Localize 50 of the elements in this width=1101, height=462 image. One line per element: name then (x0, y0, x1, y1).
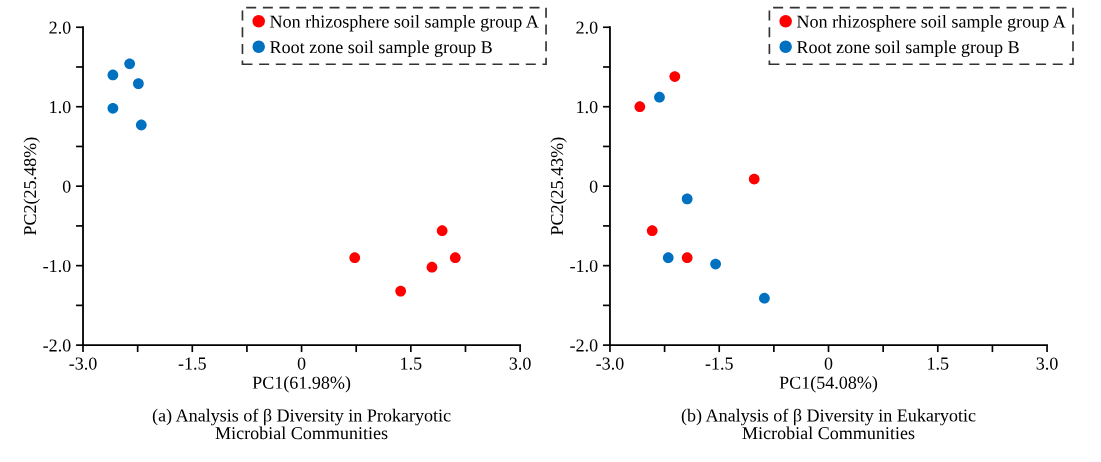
x-tick-label: 3.0 (509, 357, 531, 370)
x-tick-label: 1.5 (401, 357, 422, 370)
x-axis-title: PC1(54.08%) (779, 376, 878, 393)
point (759, 292, 770, 304)
x-tick-label: -1.5 (178, 357, 206, 370)
y-tick-label: 0 (589, 180, 598, 193)
y-tick-label: 0 (62, 180, 71, 193)
point (395, 285, 407, 297)
point (107, 69, 119, 81)
y-tick-label: -1.0 (43, 259, 71, 273)
y-tick-label: 1.0 (50, 100, 71, 114)
point (646, 225, 658, 237)
point (662, 252, 674, 264)
point (681, 252, 693, 264)
x-tick-label: 1.5 (928, 357, 949, 370)
point (135, 119, 147, 131)
y-axis-title: PC2(25.48%) (23, 137, 40, 236)
point (426, 261, 438, 273)
y-tick-label: 2.0 (49, 21, 71, 34)
text: (b) Analysis of β Diversity in Eukaryotic Microbial Communities (681, 408, 976, 440)
x-tick-label: -3.0 (69, 357, 97, 370)
y-tick-label: 2.0 (576, 21, 598, 34)
legend-label: Root zone soil sample group B (270, 40, 492, 57)
y-tick-label: 1.0 (577, 100, 598, 114)
point (133, 78, 144, 90)
point (449, 252, 461, 264)
y-tick-label: -2.0 (570, 339, 598, 352)
x-tick-label: -1.5 (705, 357, 733, 370)
point (436, 225, 448, 237)
point (748, 173, 760, 185)
point (107, 102, 119, 114)
x-tick-label: 0 (297, 357, 306, 370)
x-tick-label: -3.0 (596, 357, 624, 370)
legend-label: Root zone soil sample group B (797, 40, 1019, 57)
x-axis-title: PC1(61.98%) (252, 376, 351, 393)
x-tick-label: 3.0 (1036, 357, 1058, 370)
legend-label: Non rhizosphere soil sample group A (797, 15, 1066, 32)
text: (a) Analysis of β Diversity in Prokaryotic Microbial Communities (152, 408, 451, 440)
point (654, 91, 665, 103)
point (124, 58, 136, 70)
y-axis-title: PC2(25.43%) (550, 137, 567, 236)
point (681, 193, 693, 205)
x-tick-label: 0 (824, 357, 833, 370)
point (634, 101, 646, 113)
y-tick-label: -2.0 (43, 339, 71, 352)
point (669, 71, 681, 82)
point (349, 252, 361, 264)
legend-label: Non rhizosphere soil sample group A (270, 15, 539, 32)
y-tick-label: -1.0 (570, 259, 598, 273)
point (710, 258, 721, 270)
